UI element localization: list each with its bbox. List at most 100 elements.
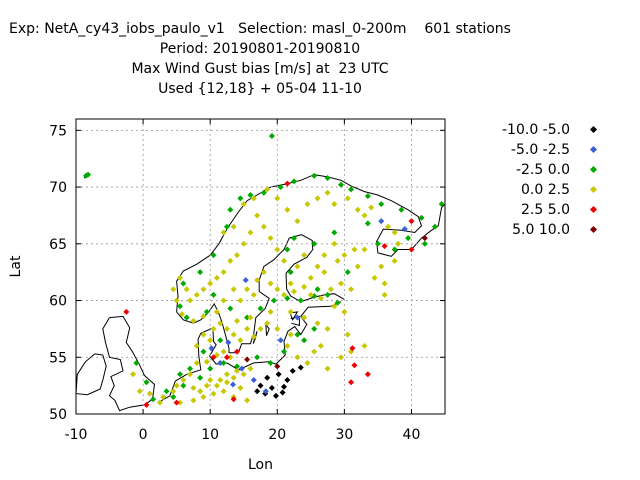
data-point — [176, 274, 183, 281]
chart-title-line-2: Period: 20190801-20190810 — [159, 41, 361, 57]
data-point — [230, 396, 237, 403]
data-point — [203, 382, 210, 389]
data-point — [210, 390, 217, 397]
data-point — [354, 206, 361, 213]
data-point — [250, 376, 257, 383]
legend-marker — [589, 205, 598, 214]
data-point — [238, 365, 245, 372]
data-point — [280, 383, 287, 390]
data-point — [268, 133, 275, 140]
data-point — [170, 393, 177, 400]
data-point — [341, 308, 348, 315]
legend-label: -10.0 -5.0 — [502, 122, 570, 138]
data-point — [381, 243, 388, 250]
data-point — [311, 348, 318, 355]
data-point — [331, 303, 338, 310]
x-tick-label: -10 — [65, 427, 88, 443]
data-point — [381, 280, 388, 287]
data-point — [272, 392, 279, 399]
y-tick-label: 55 — [49, 350, 67, 366]
legend-entry: -5.0 -2.5 — [470, 140, 610, 160]
data-point — [179, 311, 186, 318]
data-point — [210, 291, 217, 298]
data-point — [197, 374, 204, 381]
data-point — [237, 337, 244, 344]
data-point — [341, 252, 348, 259]
data-point — [287, 280, 294, 287]
x-tick-label: 20 — [268, 427, 286, 443]
data-point — [220, 359, 227, 366]
data-point — [384, 223, 391, 230]
data-point — [227, 354, 234, 361]
legend-entry: -2.5 0.0 — [470, 160, 610, 180]
data-point — [180, 376, 187, 383]
data-point — [280, 291, 287, 298]
data-point — [217, 376, 224, 383]
chart-title-line-4: Used {12,18} + 05-04 11-10 — [158, 81, 362, 97]
chart-title-line-1: Exp: NetA_cy43_iobs_paulo_v1 Selection: … — [9, 21, 511, 37]
data-point — [250, 333, 257, 340]
data-point — [173, 382, 180, 389]
plot-frame — [75, 118, 446, 415]
data-point — [301, 314, 308, 321]
data-point — [234, 348, 241, 355]
data-point — [223, 354, 230, 361]
data-point — [378, 201, 385, 208]
data-point — [220, 229, 227, 236]
data-point — [260, 269, 267, 276]
data-point — [364, 193, 371, 200]
data-point — [220, 388, 227, 395]
data-point — [307, 274, 314, 281]
data-point — [247, 365, 254, 372]
legend-label: 0.0 2.5 — [521, 182, 570, 198]
data-point — [277, 184, 284, 191]
data-point — [187, 365, 194, 372]
data-point — [250, 195, 257, 202]
data-point — [274, 363, 281, 370]
legend-marker — [589, 185, 598, 194]
data-point — [254, 354, 261, 361]
data-point — [267, 308, 274, 315]
data-point — [324, 175, 331, 181]
data-point — [291, 178, 298, 185]
data-point — [324, 189, 331, 196]
data-point — [176, 399, 183, 406]
data-point — [287, 308, 294, 315]
data-point — [163, 388, 170, 395]
data-point — [270, 297, 277, 304]
data-point — [240, 371, 247, 378]
data-point — [257, 382, 264, 389]
data-point — [197, 388, 204, 395]
data-point — [344, 331, 351, 338]
data-point — [368, 204, 375, 211]
data-point — [301, 283, 308, 290]
data-point — [401, 226, 408, 233]
data-point — [260, 189, 267, 196]
axis-ticks: -10 0 10 20 30 40 50 55 60 65 70 75 — [49, 119, 445, 443]
data-point — [208, 345, 215, 352]
legend-entry: -10.0 -5.0 — [470, 120, 610, 140]
data-point — [223, 379, 230, 386]
data-point — [250, 291, 257, 298]
data-point — [321, 269, 328, 276]
data-point — [133, 359, 140, 366]
data-point — [364, 220, 371, 227]
data-point — [408, 246, 415, 253]
data-point — [213, 308, 220, 315]
data-point — [260, 223, 267, 230]
data-point — [190, 384, 197, 391]
legend-marker — [589, 125, 598, 134]
coastline-segment — [102, 315, 156, 412]
data-point — [176, 303, 183, 310]
data-point — [294, 354, 301, 361]
data-point — [331, 240, 338, 247]
data-point — [284, 246, 291, 253]
data-point — [348, 286, 355, 293]
data-point — [364, 371, 371, 378]
data-point — [234, 317, 241, 324]
data-point — [220, 297, 227, 304]
data-point — [203, 308, 210, 315]
data-point — [170, 388, 177, 395]
data-point — [173, 297, 180, 304]
data-point — [207, 280, 214, 287]
